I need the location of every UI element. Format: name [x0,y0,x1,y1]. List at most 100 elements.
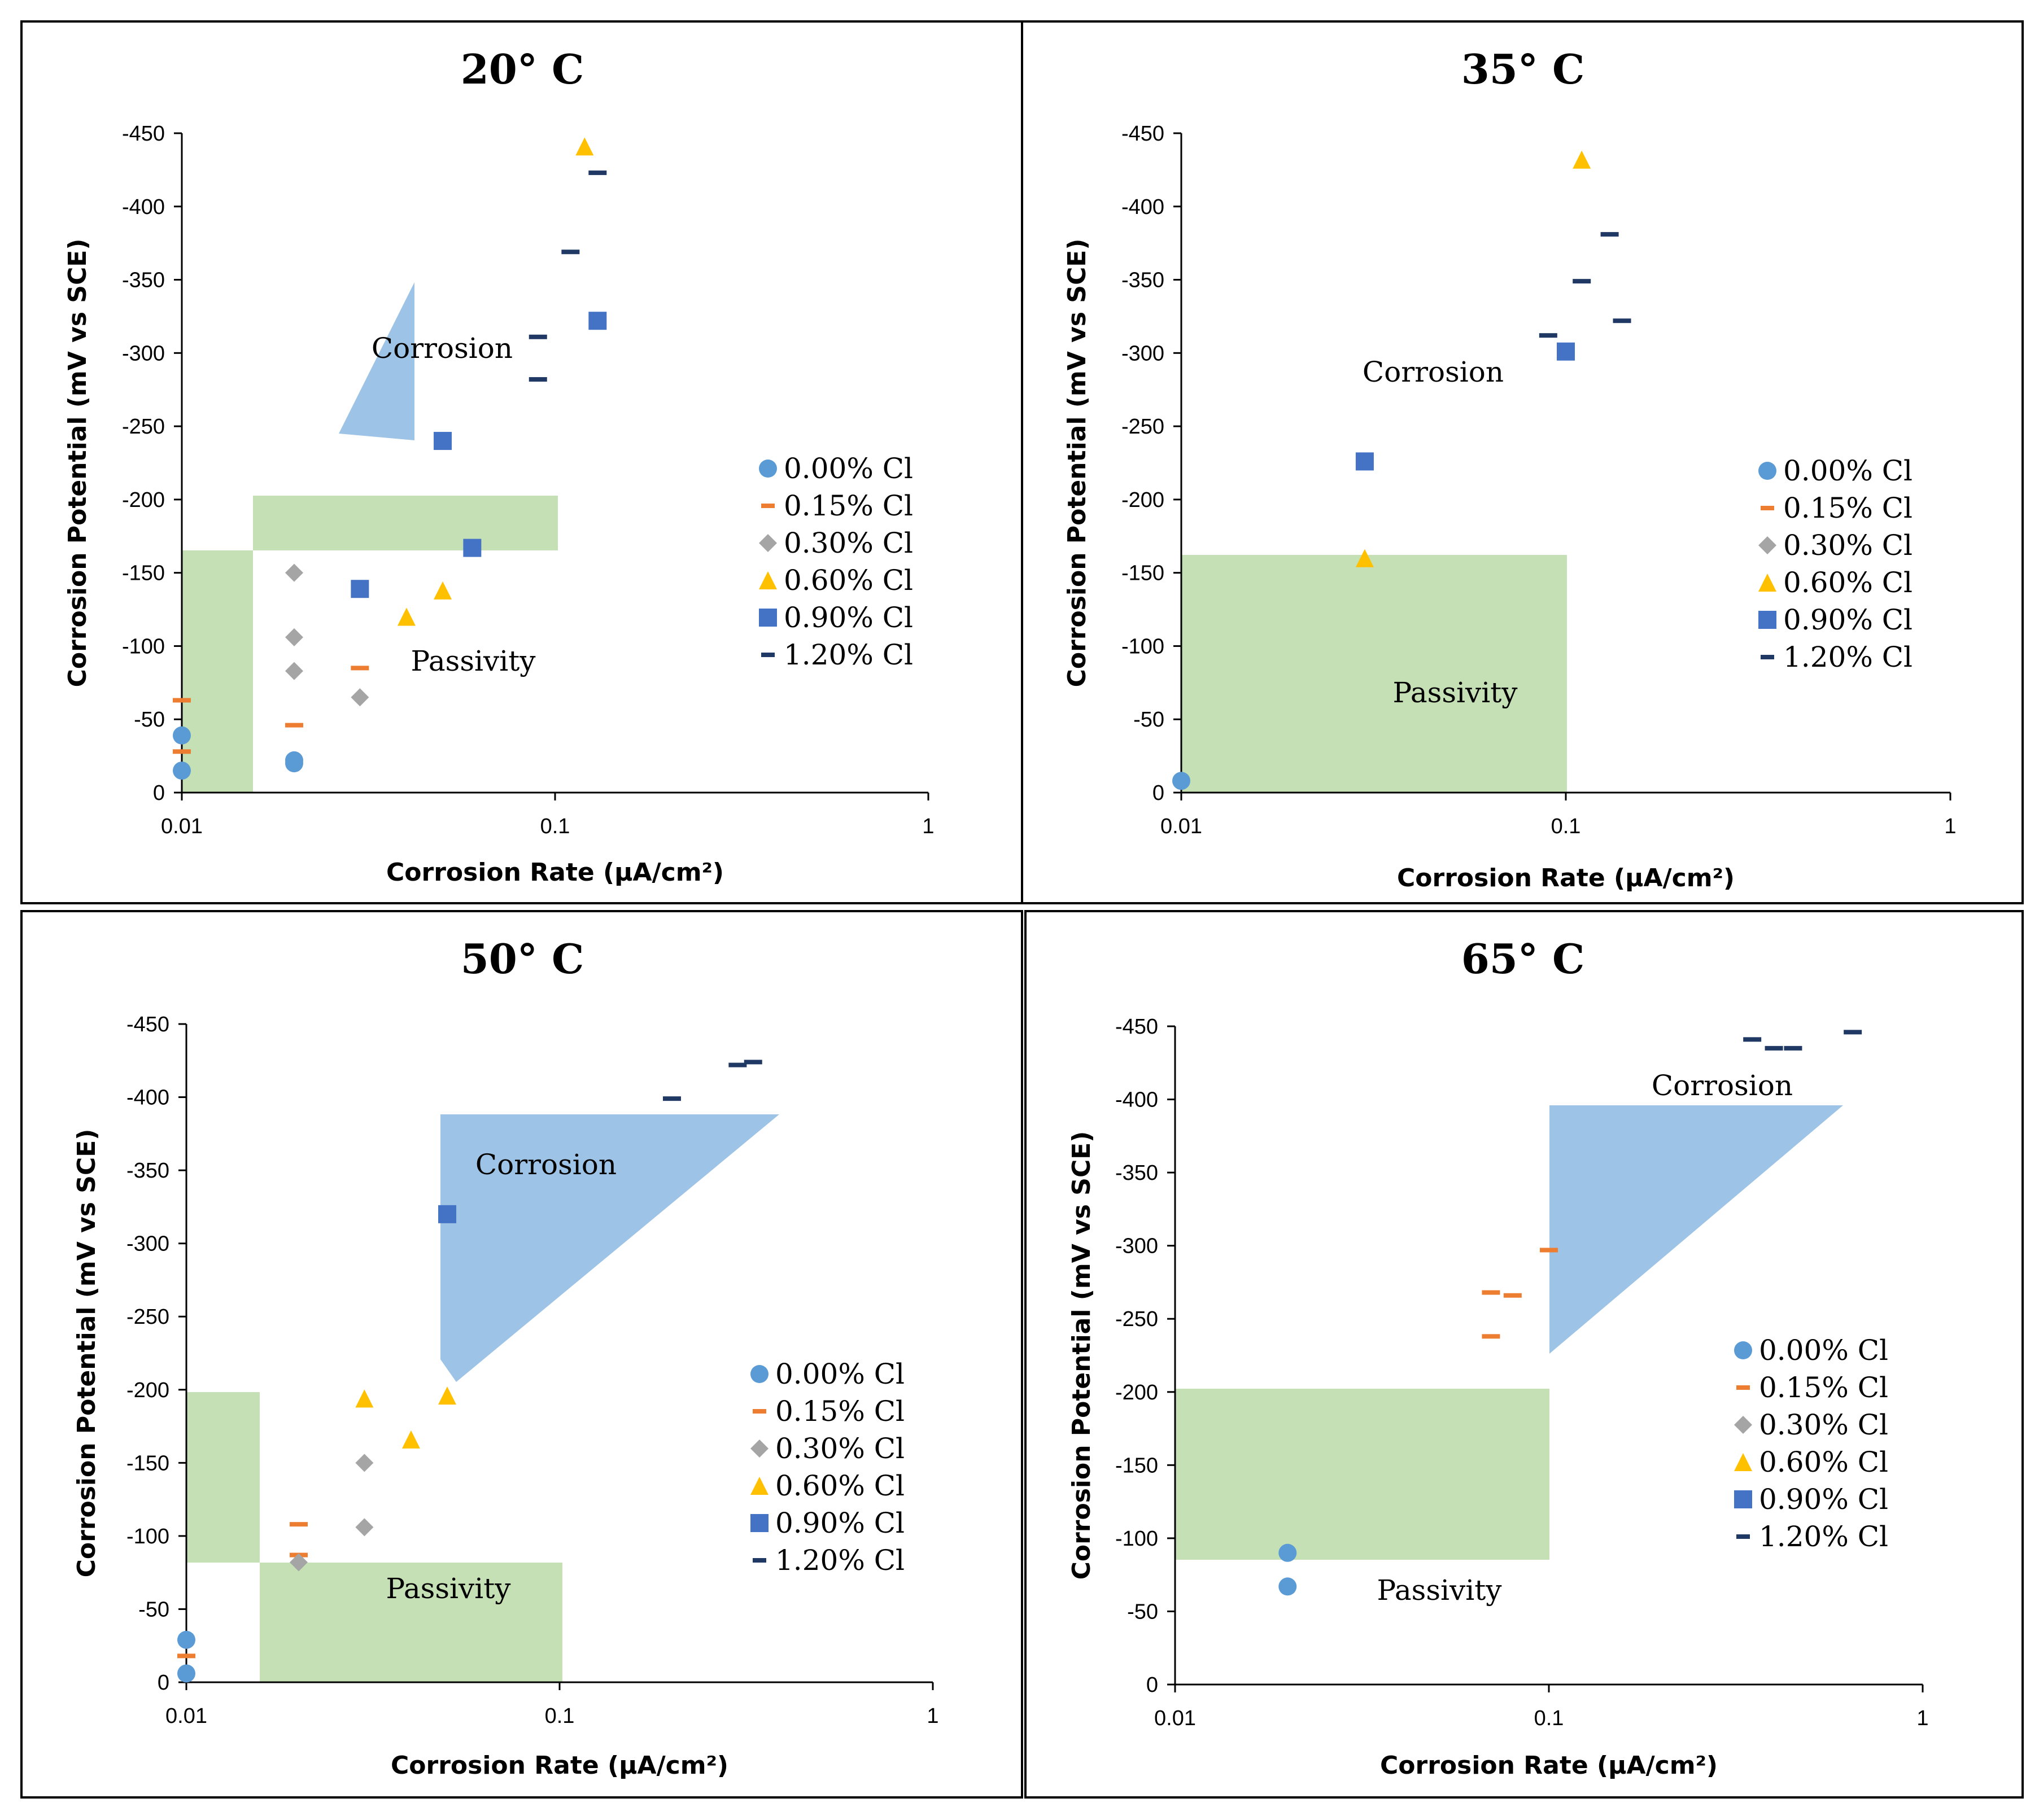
data-point-35c-s4-0 [1355,452,1374,471]
legend-label-65c-0: 0.00% Cl [1759,1334,1888,1367]
x-axis-title-65c: Corrosion Rate (μA/cm²) [1380,1751,1718,1780]
y-tick-label-20c-9: 0 [153,781,165,805]
data-point-65c-s5-0 [1743,1037,1762,1042]
data-point-20c-s5-3 [529,377,547,382]
legend-marker-65c-2 [1734,1416,1752,1434]
legend-label-20c-0: 0.00% Cl [784,452,913,485]
y-tick-label-50c-7: -100 [126,1525,169,1548]
legend-label-20c-5: 1.20% Cl [784,638,913,671]
y-tick-label-65c-4: -250 [1115,1307,1158,1331]
legend-marker-20c-4 [759,609,777,627]
y-tick-label-35c-0: -450 [1121,122,1164,146]
legend-label-65c-4: 0.90% Cl [1759,1483,1888,1516]
x-axis-title-35c: Corrosion Rate (μA/cm²) [1397,864,1735,893]
legend-marker-65c-5 [1736,1534,1750,1539]
y-tick-label-50c-2: -350 [126,1159,169,1183]
data-point-35c-s3-1 [1573,150,1591,169]
y-tick-label-35c-4: -250 [1121,415,1164,439]
y-tick-label-65c-2: -350 [1115,1161,1158,1185]
data-point-20c-s4-2 [463,539,482,557]
data-point-35c-s4-1 [1557,342,1575,361]
chart-title-50c: 50° C [461,935,584,983]
y-tick-label-65c-0: -450 [1115,1015,1158,1039]
x-tick-label-65c-0: 0.01 [1154,1707,1196,1730]
x-tick-label-50c-2: 1 [927,1704,938,1728]
legend-marker-20c-1 [761,504,775,508]
y-tick-label-65c-7: -100 [1115,1527,1158,1551]
y-tick-label-35c-2: -350 [1121,269,1164,292]
legend-label-50c-1: 0.15% Cl [775,1395,905,1428]
passivity-label-50c: Passivity [386,1572,511,1605]
data-point-20c-s1-0 [173,698,191,703]
legend-label-35c-0: 0.00% Cl [1783,454,1913,487]
data-point-20c-s5-1 [561,250,580,255]
legend-label-35c-3: 0.60% Cl [1783,566,1913,599]
y-tick-label-50c-5: -200 [126,1379,169,1402]
y-tick-label-20c-5: -200 [122,488,165,512]
data-point-35c-s5-1 [1573,279,1591,284]
corrosion-label-35c: Corrosion [1363,356,1504,388]
y-tick-label-35c-3: -300 [1121,342,1164,365]
legend-label-35c-4: 0.90% Cl [1783,603,1913,636]
legend-label-65c-1: 0.15% Cl [1759,1371,1888,1404]
data-point-65c-s1-1 [1503,1293,1522,1298]
passivity-region-65c-1 [1175,1389,1549,1560]
data-point-20c-s3-0 [397,607,416,626]
panel-frame-65c [1024,910,2024,1799]
data-point-20c-s5-0 [588,170,607,176]
data-point-50c-s4-0 [438,1205,457,1223]
x-axis-title-50c: Corrosion Rate (μA/cm²) [391,1751,728,1780]
data-point-50c-s1-2 [177,1653,195,1659]
legend-marker-35c-4 [1758,611,1776,629]
data-point-20c-s1-3 [173,749,191,754]
y-tick-label-20c-1: -400 [122,195,165,219]
legend-label-50c-4: 0.90% Cl [775,1507,905,1539]
data-point-65c-s5-1 [1765,1045,1783,1051]
data-point-50c-s5-2 [744,1060,762,1065]
x-axis-title-20c: Corrosion Rate (μA/cm²) [386,858,724,887]
data-point-20c-s3-1 [434,581,452,600]
y-tick-label-65c-8: -50 [1127,1600,1158,1624]
data-point-50c-s5-0 [662,1096,681,1101]
y-tick-label-20c-6: -150 [122,562,165,585]
data-point-50c-s3-0 [355,1389,374,1408]
legend-marker-65c-1 [1736,1385,1750,1390]
x-tick-label-20c-0: 0.01 [161,815,203,838]
x-tick-label-65c-2: 1 [1916,1707,1928,1730]
y-axis-title-65c: Corrosion Potential (mV vs SCE) [1067,1131,1096,1580]
legend-marker-35c-1 [1761,506,1774,510]
passivity-label-20c: Passivity [411,645,536,677]
data-point-50c-s0-0 [177,1630,195,1649]
chart-title-65c: 65° C [1461,935,1585,983]
chart-65c: -450 -400 -350 -300 -250 -200 -150 -100 -50 0 0.01… [1067,935,1929,1780]
legend-marker-35c-0 [1758,462,1776,480]
legend-marker-50c-3 [750,1477,769,1495]
legend-label-20c-4: 0.90% Cl [784,601,913,634]
y-tick-label-20c-0: -450 [122,122,165,146]
panel-frame-50c [20,910,1023,1799]
chart-20c: -450 -400 -350 -300 -250 -200 -150 -100 -50 0 0.01… [63,45,935,887]
y-tick-label-20c-7: -100 [122,635,165,658]
legend-label-20c-3: 0.60% Cl [784,564,913,597]
data-point-50c-s2-2 [289,1553,308,1572]
data-point-20c-s0-3 [285,751,303,769]
data-point-20c-s1-2 [351,666,369,671]
y-tick-label-65c-1: -400 [1115,1088,1158,1112]
passivity-region-20c-1 [182,550,253,792]
chart-50c: -450 -400 -350 -300 -250 -200 -150 -100 -50 0 0.01… [72,935,939,1780]
y-tick-label-65c-6: -150 [1115,1454,1158,1477]
legend-label-65c-2: 0.30% Cl [1759,1408,1888,1441]
y-tick-label-50c-4: -250 [126,1305,169,1329]
y-tick-label-35c-1: -400 [1121,195,1164,219]
data-point-20c-s1-1 [285,723,303,728]
data-point-20c-s2-0 [285,563,303,582]
corrosion-region-20c [339,282,414,440]
legend-marker-50c-0 [750,1365,769,1383]
data-point-65c-s1-2 [1482,1334,1500,1339]
corrosion-label-20c: Corrosion [372,332,513,365]
data-point-65c-s0-1 [1278,1543,1297,1562]
data-point-35c-s3-0 [1355,549,1374,567]
y-tick-label-20c-3: -300 [122,342,165,365]
legend-marker-35c-2 [1758,536,1776,554]
